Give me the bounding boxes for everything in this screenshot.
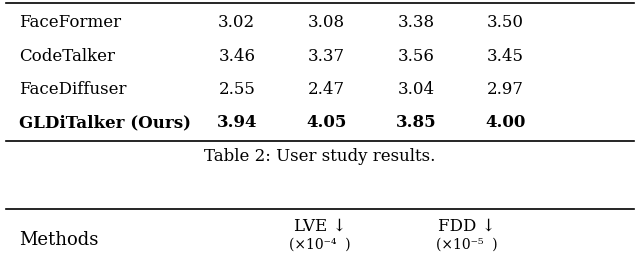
Text: (×10⁻⁴  ): (×10⁻⁴ ) <box>289 237 351 251</box>
Text: 4.05: 4.05 <box>306 114 347 130</box>
Text: FaceFormer: FaceFormer <box>19 14 122 31</box>
Text: 3.08: 3.08 <box>308 14 345 31</box>
Text: 3.50: 3.50 <box>487 14 524 31</box>
Text: FaceDiffuser: FaceDiffuser <box>19 81 127 97</box>
Text: Methods: Methods <box>19 230 99 248</box>
Text: Table 2: User study results.: Table 2: User study results. <box>204 148 436 165</box>
Text: FDD ↓: FDD ↓ <box>438 216 496 233</box>
Text: 2.97: 2.97 <box>487 81 524 97</box>
Text: GLDiTalker (Ours): GLDiTalker (Ours) <box>19 114 191 130</box>
Text: 3.38: 3.38 <box>397 14 435 31</box>
Text: 4.00: 4.00 <box>485 114 526 130</box>
Text: 3.85: 3.85 <box>396 114 436 130</box>
Text: 3.46: 3.46 <box>218 47 255 64</box>
Text: 3.02: 3.02 <box>218 14 255 31</box>
Text: 3.04: 3.04 <box>397 81 435 97</box>
Text: 3.56: 3.56 <box>397 47 435 64</box>
Text: LVE ↓: LVE ↓ <box>294 216 346 233</box>
Text: CodeTalker: CodeTalker <box>19 47 115 64</box>
Text: 3.37: 3.37 <box>308 47 345 64</box>
Text: (×10⁻⁵  ): (×10⁻⁵ ) <box>436 237 498 251</box>
Text: 2.55: 2.55 <box>218 81 255 97</box>
Text: 3.94: 3.94 <box>216 114 257 130</box>
Text: 3.45: 3.45 <box>487 47 524 64</box>
Text: 2.47: 2.47 <box>308 81 345 97</box>
